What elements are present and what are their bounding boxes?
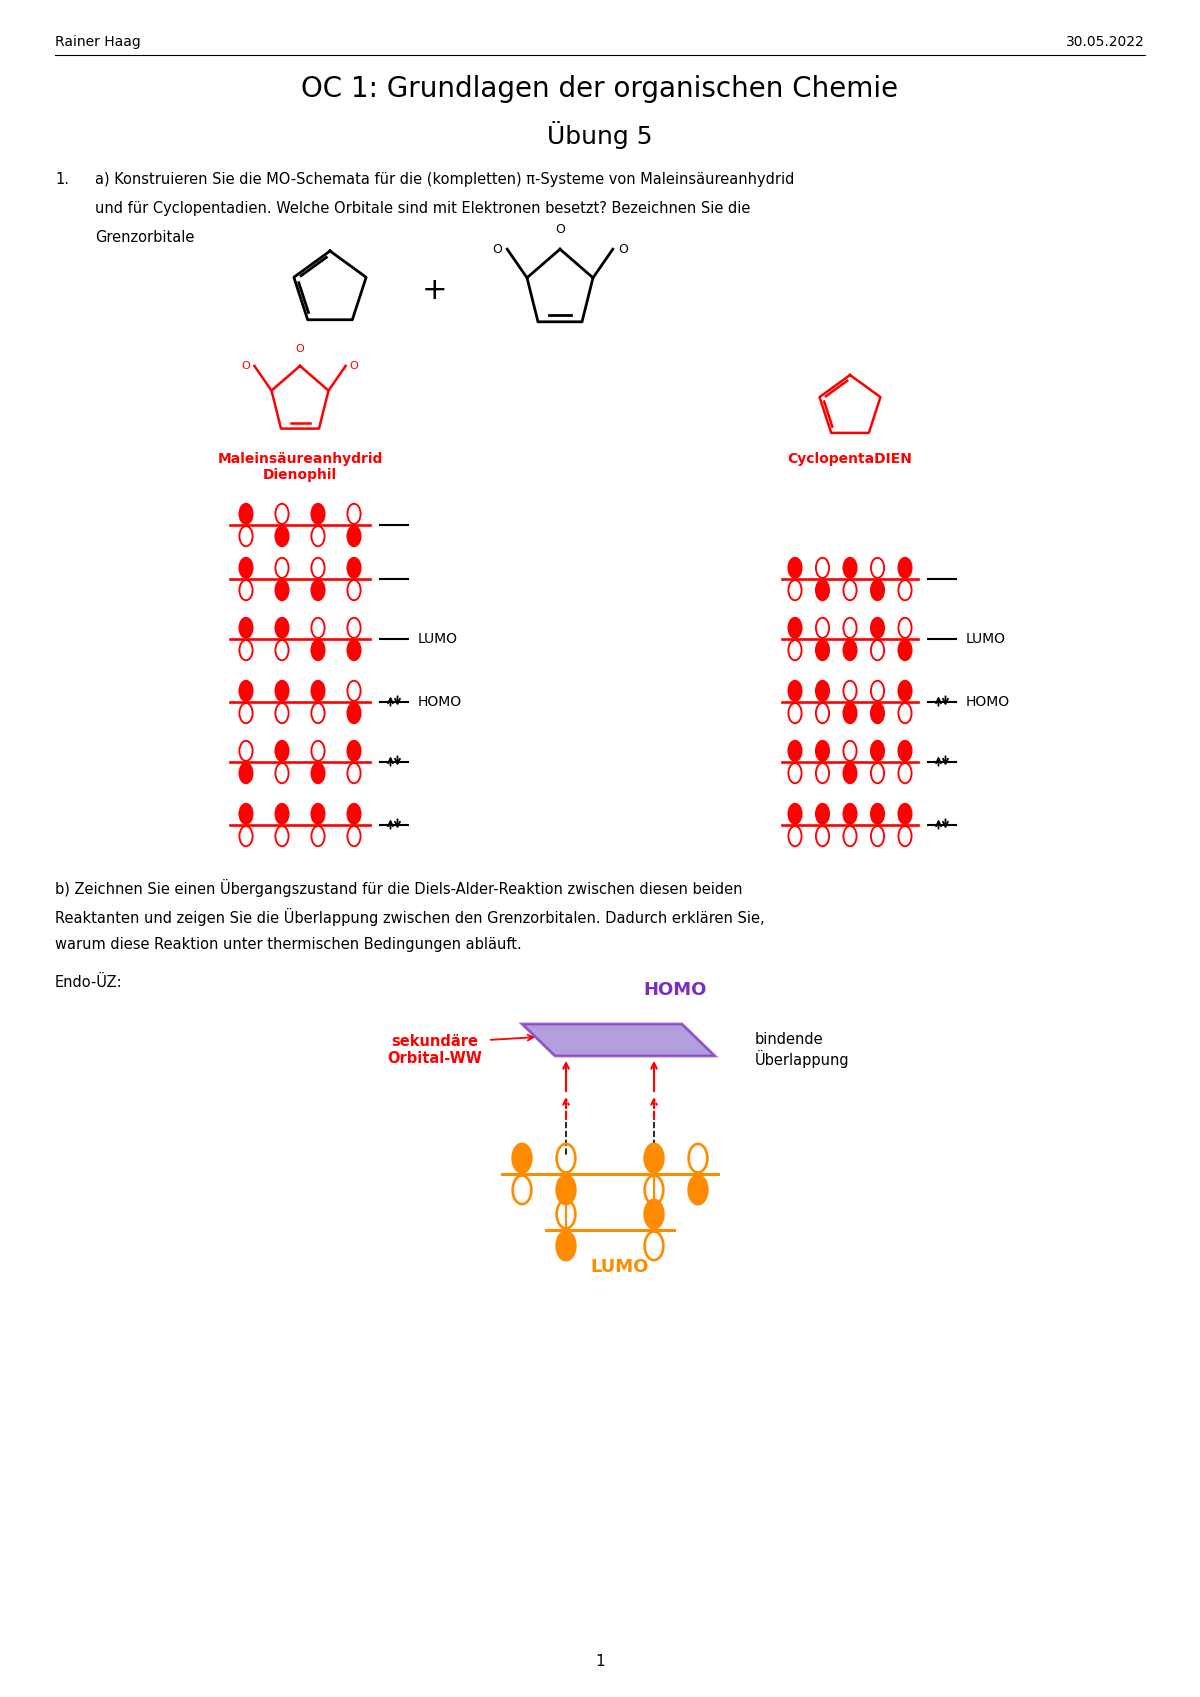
Ellipse shape [644,1144,664,1173]
Text: CyclopentaDIEN: CyclopentaDIEN [787,451,912,467]
Text: Endo-ÜZ:: Endo-ÜZ: [55,976,122,989]
Ellipse shape [240,680,252,701]
Text: sekundäre
Orbital-WW: sekundäre Orbital-WW [388,1033,482,1066]
Ellipse shape [276,526,288,546]
Text: Reaktanten und zeigen Sie die Überlappung zwischen den Grenzorbitalen. Dadurch e: Reaktanten und zeigen Sie die Überlappun… [55,908,764,927]
Ellipse shape [276,804,288,825]
Ellipse shape [276,580,288,601]
Ellipse shape [788,742,802,760]
Ellipse shape [348,742,360,760]
Ellipse shape [240,804,252,825]
Ellipse shape [899,680,912,701]
Text: HOMO: HOMO [643,981,707,1000]
Text: O: O [349,361,359,372]
Text: HOMO: HOMO [418,696,462,709]
Text: a) Konstruieren Sie die MO-Schemata für die (kompletten) π-Systeme von Maleinsäu: a) Konstruieren Sie die MO-Schemata für … [95,171,794,187]
Ellipse shape [844,764,857,784]
Ellipse shape [899,804,912,825]
Ellipse shape [312,764,324,784]
Text: OC 1: Grundlagen der organischen Chemie: OC 1: Grundlagen der organischen Chemie [301,75,899,104]
Ellipse shape [871,742,884,760]
Ellipse shape [871,703,884,723]
Ellipse shape [276,680,288,701]
Text: O: O [618,243,628,256]
Ellipse shape [899,640,912,660]
Ellipse shape [312,640,324,660]
Text: warum diese Reaktion unter thermischen Bedingungen abläuft.: warum diese Reaktion unter thermischen B… [55,937,522,952]
Ellipse shape [276,618,288,638]
Ellipse shape [240,618,252,638]
Ellipse shape [312,580,324,601]
Ellipse shape [348,558,360,579]
Text: bindende
Überlappung: bindende Überlappung [755,1032,850,1067]
Ellipse shape [816,742,829,760]
Ellipse shape [348,526,360,546]
Ellipse shape [312,804,324,825]
Polygon shape [522,1023,715,1056]
Text: b) Zeichnen Sie einen Übergangszustand für die Diels-Alder-Reaktion zwischen die: b) Zeichnen Sie einen Übergangszustand f… [55,879,743,898]
Ellipse shape [788,558,802,579]
Ellipse shape [788,618,802,638]
Ellipse shape [557,1232,575,1261]
Ellipse shape [899,558,912,579]
Ellipse shape [844,703,857,723]
Text: LUMO: LUMO [966,631,1006,647]
Ellipse shape [348,703,360,723]
Text: 30.05.2022: 30.05.2022 [1067,36,1145,49]
Text: LUMO: LUMO [418,631,458,647]
Text: O: O [492,243,503,256]
Ellipse shape [788,804,802,825]
Ellipse shape [788,680,802,701]
Text: 1.: 1. [55,171,70,187]
Ellipse shape [816,804,829,825]
Ellipse shape [871,618,884,638]
Ellipse shape [844,804,857,825]
Ellipse shape [312,504,324,524]
Ellipse shape [844,558,857,579]
Ellipse shape [644,1200,664,1229]
Text: O: O [295,344,305,353]
Ellipse shape [512,1144,532,1173]
Ellipse shape [348,804,360,825]
Text: LUMO: LUMO [590,1257,649,1276]
Text: Grenzorbitale: Grenzorbitale [95,231,194,244]
Ellipse shape [276,742,288,760]
Ellipse shape [689,1176,707,1205]
Ellipse shape [899,742,912,760]
Text: und für Cyclopentadien. Welche Orbitale sind mit Elektronen besetzt? Bezeichnen : und für Cyclopentadien. Welche Orbitale … [95,200,750,216]
Text: Rainer Haag: Rainer Haag [55,36,140,49]
Text: Übung 5: Übung 5 [547,120,653,149]
Text: O: O [556,222,565,236]
Text: Maleinsäureanhydrid
Dienophil: Maleinsäureanhydrid Dienophil [217,451,383,482]
Ellipse shape [240,558,252,579]
Text: HOMO: HOMO [966,696,1010,709]
Ellipse shape [816,580,829,601]
Ellipse shape [844,640,857,660]
Ellipse shape [557,1176,575,1205]
Ellipse shape [816,680,829,701]
Ellipse shape [240,764,252,784]
Ellipse shape [240,504,252,524]
Text: O: O [241,361,251,372]
Text: 1: 1 [595,1655,605,1670]
Ellipse shape [871,580,884,601]
Ellipse shape [871,804,884,825]
Text: +: + [422,277,448,305]
Ellipse shape [816,640,829,660]
Ellipse shape [312,680,324,701]
Ellipse shape [348,640,360,660]
